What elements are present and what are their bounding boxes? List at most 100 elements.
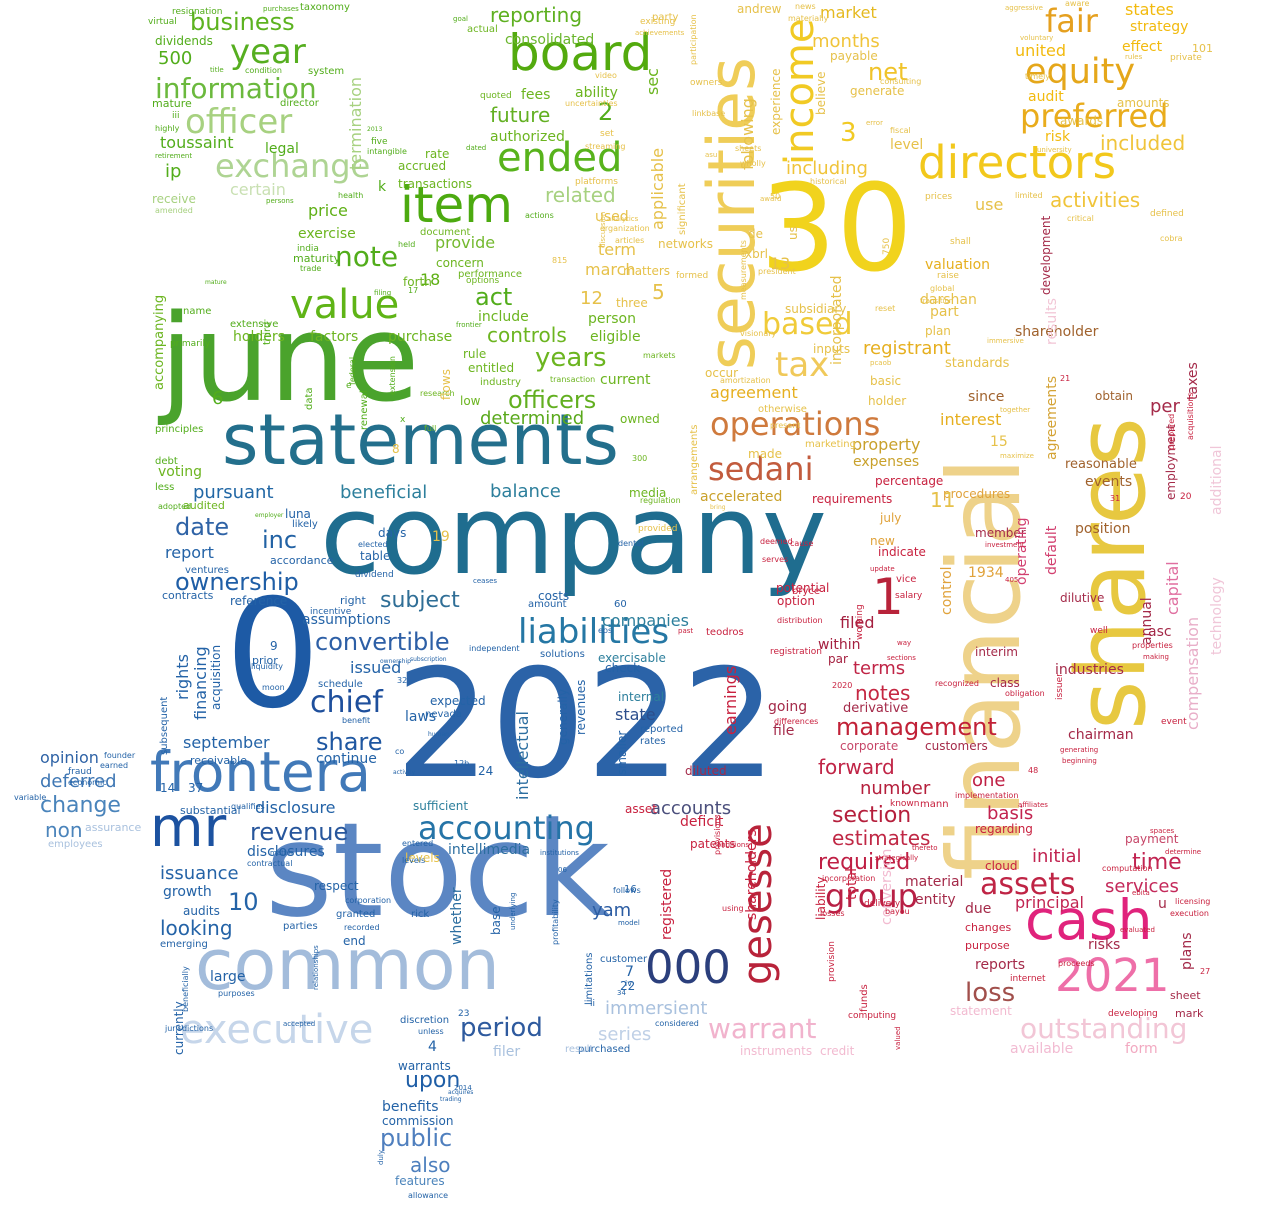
word-filing: filing [374, 289, 392, 297]
word-exercise: exercise [298, 226, 356, 242]
word-customers: customers [925, 739, 988, 753]
word-differences: differences [774, 717, 819, 726]
word-entity: entity [915, 892, 956, 908]
word-acquisitions: acquisitions [1186, 392, 1195, 440]
word-legal: legal [265, 141, 299, 157]
word-common: common [195, 924, 500, 1006]
word-considered: considered [655, 1019, 699, 1028]
word-losses: losses [820, 909, 845, 918]
word-technology: technology [1209, 577, 1225, 655]
word-indicate: indicate [878, 545, 926, 559]
word-global: global [930, 284, 955, 293]
word-par: par [828, 652, 848, 666]
word-benefits: benefits [382, 1099, 439, 1115]
word-rights: rights [173, 654, 192, 700]
word-exercisable: exercisable [598, 651, 666, 665]
word-low: low [460, 394, 481, 408]
word-board: board [508, 24, 653, 82]
word-independent: independent [469, 644, 520, 653]
word-obligation: obligation [1005, 689, 1045, 698]
word-institutions: institutions [540, 849, 579, 857]
word-luna: luna [285, 507, 311, 521]
word-known: known [890, 799, 920, 809]
word-mark: mark [1175, 1007, 1204, 1020]
word-condition: condition [245, 66, 282, 75]
word-date: date [175, 513, 230, 541]
word-option: option [777, 594, 815, 608]
word-name: name [183, 306, 212, 317]
word-subject: subject [380, 588, 460, 613]
word-subsequent: subsequent [159, 696, 170, 755]
word-since: since [968, 389, 1005, 405]
word-pursuant: pursuant [193, 482, 274, 503]
word-obtain: obtain [1095, 389, 1133, 403]
word-aware: aware [1065, 0, 1090, 8]
word-check: check [605, 661, 641, 675]
word-economic: economic [68, 778, 107, 787]
word-generate: generate [850, 84, 905, 98]
word-capital: capital [1163, 561, 1182, 615]
word-section: section [832, 803, 912, 828]
word-voluntary: voluntary [1020, 34, 1054, 42]
word-year: year [230, 32, 306, 72]
word-measurements: measurements [739, 240, 748, 300]
word-use: use [975, 195, 1004, 214]
word-cause: cause [790, 539, 814, 548]
word-registration: registration [770, 647, 822, 657]
word-frontera: frontera [150, 740, 371, 804]
word-accounts: accounts [650, 798, 732, 819]
word-9: 9 [270, 639, 278, 653]
word-registrant: registrant [863, 338, 951, 359]
word-amended: amended [155, 206, 193, 215]
word-management: management [836, 713, 997, 741]
word-12b: 12b [454, 759, 470, 768]
word-materially: materially [788, 14, 829, 23]
word-owned: owned [620, 412, 660, 426]
word-risks: risks [1088, 937, 1121, 953]
word-accrued: accrued [398, 159, 447, 173]
word-forward: forward [818, 755, 895, 779]
word-concern: concern [436, 256, 484, 270]
word-organization: organization [600, 224, 650, 233]
word-rates: rates [640, 736, 666, 747]
word-three: three [616, 296, 648, 310]
word-material: material [905, 874, 964, 890]
word-health: health [338, 191, 364, 200]
word-linkbase: linkbase [692, 109, 726, 118]
word-salary: salary [895, 591, 923, 601]
word-research: research [420, 389, 455, 398]
word-state: state [615, 705, 656, 724]
word-evaluated: evaluated [1120, 926, 1155, 934]
word-405: 405 [1005, 576, 1019, 584]
word-directors: directors [918, 136, 1117, 189]
word-acquires: acquires [448, 1089, 474, 1096]
word-transition: transition [920, 297, 954, 305]
word-procedures: procedures [943, 487, 1011, 501]
word-disclosures: disclosures [247, 844, 325, 860]
word-five: five [371, 137, 388, 147]
word-us: us [786, 226, 800, 240]
word-developing: developing [1108, 1009, 1158, 1019]
word-maximize: maximize [1000, 452, 1034, 460]
word-underlying: underlying [509, 892, 517, 930]
word-number: number [860, 778, 931, 799]
word-variable: variable [14, 793, 47, 802]
word-750: 750 [882, 237, 892, 255]
word-amount: amount [528, 599, 567, 610]
word-time: time [1132, 850, 1182, 875]
word-mann: mann [920, 799, 949, 810]
word-current: current [600, 372, 651, 388]
word-controls: controls [487, 323, 567, 347]
word-conditions: conditions [713, 841, 750, 849]
word-goal: goal [453, 15, 468, 23]
word-31: 31 [1110, 494, 1121, 503]
word-nevada: nevada [425, 709, 463, 720]
word-smaller: smaller [615, 730, 629, 775]
word-issuance: issuance [160, 863, 239, 884]
word-accepted: accepted [283, 1020, 316, 1028]
word-estimates: estimates [832, 826, 931, 850]
word-warrants: warrants [398, 1059, 451, 1073]
word-model: model [618, 919, 640, 927]
word-filer: filer [493, 1044, 521, 1060]
word-granted: granted [336, 909, 376, 920]
